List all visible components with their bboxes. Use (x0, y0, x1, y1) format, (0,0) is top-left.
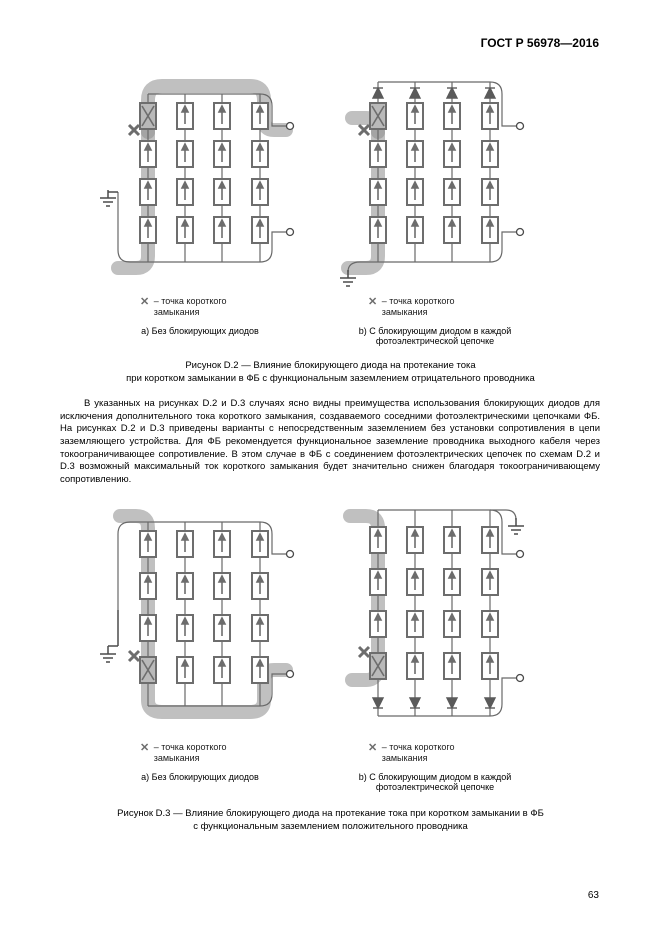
figure-d2-a (100, 72, 300, 290)
figure-d3-b-legend: ✕ – точка короткого замыкания (368, 742, 455, 765)
figure-d2-a-legend: ✕ – точка короткого замыкания (140, 296, 227, 319)
figure-d3-a-sublabel: a) Без блокирующих диодов (100, 772, 300, 782)
x-icon: ✕ (368, 296, 377, 308)
standard-code: ГОСТ Р 56978—2016 (481, 36, 599, 50)
x-icon: ✕ (140, 742, 149, 754)
legend-text: – точка короткого замыкания (382, 742, 455, 765)
body-paragraph: В указанных на рисунках D.2 и D.3 случая… (60, 398, 600, 486)
legend-text: – точка короткого замыкания (154, 742, 227, 765)
figure-d2-b-sublabel: b) С блокирующим диодом в каждой фотоэле… (320, 326, 550, 346)
figure-d3-a (100, 500, 300, 732)
figure-d2-b (330, 72, 530, 290)
figure-d2-b-legend: ✕ – точка короткого замыкания (368, 296, 455, 319)
figure-d3-b (330, 500, 530, 732)
page-number: 63 (588, 890, 599, 901)
legend-text: – точка короткого замыкания (382, 296, 455, 319)
figure-d3-b-sublabel: b) С блокирующим диодом в каждой фотоэле… (320, 772, 550, 792)
figure-d3-caption: Рисунок D.3 — Влияние блокирующего диода… (0, 808, 661, 834)
figure-d2-caption: Рисунок D.2 — Влияние блокирующего диода… (0, 360, 661, 386)
figure-d3-a-legend: ✕ – точка короткого замыкания (140, 742, 227, 765)
legend-text: – точка короткого замыкания (154, 296, 227, 319)
document-page: ГОСТ Р 56978—2016 (0, 0, 661, 935)
x-icon: ✕ (368, 742, 377, 754)
figure-d2-a-sublabel: a) Без блокирующих диодов (100, 326, 300, 336)
x-icon: ✕ (140, 296, 149, 308)
